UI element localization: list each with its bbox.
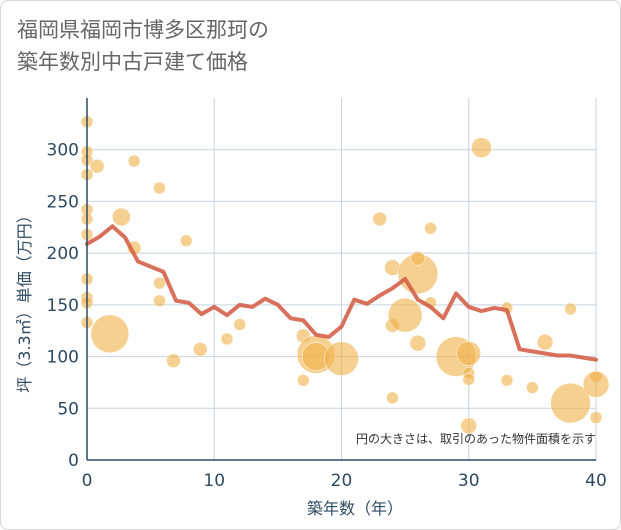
bubble-point [90, 314, 130, 354]
x-tick-label: 30 [458, 471, 480, 491]
bubble-point [127, 154, 141, 168]
y-tick-label: 200 [47, 244, 79, 264]
bubble-point [297, 374, 310, 387]
chart-title-line-2: 築年数別中古戸建て価格 [17, 50, 248, 74]
bubble-point [462, 373, 475, 386]
bubble-size-note: 円の大きさは、取引のあった物件面積を示す [356, 431, 596, 446]
bubble-layer [80, 115, 610, 435]
y-tick-label: 50 [57, 399, 79, 419]
chart-title-line-1: 福岡県福岡市博多区那珂の [17, 18, 269, 42]
bubble-point [153, 294, 166, 307]
bubble-point [550, 382, 591, 424]
y-tick-label: 0 [68, 451, 79, 471]
bubble-point [456, 341, 481, 366]
trend-line-layer [85, 224, 598, 362]
axes: 0 50 100 150 200 250 300 0 10 20 30 40 [47, 98, 607, 491]
bubble-point [582, 371, 610, 398]
bubble-point [89, 159, 105, 174]
bubble-point [589, 411, 603, 424]
x-tick-label: 10 [203, 471, 225, 491]
y-axis-title: 坪（3.3㎡）単価（万円） [15, 207, 34, 392]
bubble-point [471, 137, 492, 158]
bubble-point [324, 341, 359, 376]
bubble-point [112, 207, 131, 227]
y-tick-label: 150 [47, 296, 79, 316]
bubble-point [410, 251, 426, 266]
y-tick-label: 100 [47, 348, 79, 368]
bubble-point [153, 276, 166, 290]
bubble-point [409, 334, 427, 352]
bubble-point [372, 211, 387, 227]
y-tick-label: 300 [47, 141, 79, 161]
x-tick-label: 40 [585, 471, 607, 491]
average-price-line [85, 224, 598, 362]
bubble-point [220, 332, 234, 346]
bubble-point [564, 302, 577, 316]
bubble-point [424, 222, 437, 235]
x-axis-title: 築年数（年） [307, 499, 403, 518]
bubble-point [386, 391, 399, 405]
bubble-point [536, 333, 554, 351]
bubble-point [526, 381, 539, 394]
bubble-point [193, 342, 208, 357]
bubble-point [460, 417, 477, 435]
grid-lines [87, 98, 597, 460]
bubble-point [180, 234, 193, 247]
bubble-point [387, 297, 423, 333]
chart-title: 福岡県福岡市博多区那珂の 築年数別中古戸建て価格 [17, 14, 437, 78]
bubble-point [500, 374, 514, 387]
x-tick-label: 0 [82, 471, 93, 491]
x-tick-label: 20 [331, 471, 353, 491]
bubble-point [233, 318, 246, 331]
bubble-point [153, 181, 166, 195]
bubble-point [166, 353, 181, 368]
y-tick-label: 250 [47, 192, 79, 212]
